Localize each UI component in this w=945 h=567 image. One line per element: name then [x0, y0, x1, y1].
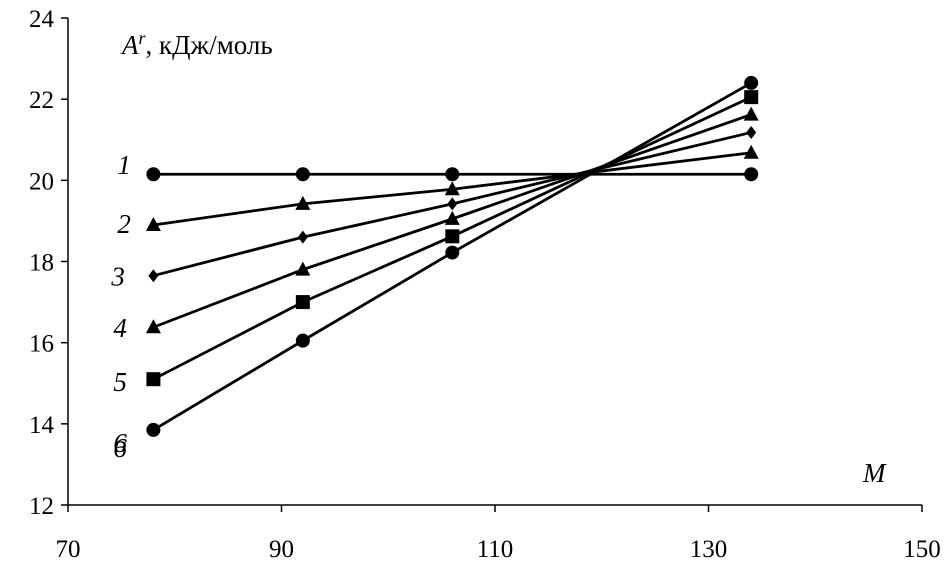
series-6-circle-marker: [445, 245, 460, 260]
series-6-line: [152, 81, 752, 432]
series-1-circle-marker: [744, 167, 759, 182]
series-6-circle-marker: [146, 422, 161, 437]
series-label-5: 5: [113, 367, 127, 397]
series-markers: [145, 75, 759, 437]
series-6-circle-marker: [295, 333, 310, 348]
series-3-diamond-marker: [297, 230, 308, 244]
y-tick-label: 20: [29, 168, 54, 195]
series-5-square-marker: [146, 372, 161, 387]
y-tick-label: 16: [29, 331, 54, 358]
y-axis-superscript: r: [139, 28, 147, 48]
series-5-square-marker: [295, 295, 310, 310]
x-axis-title: M: [862, 458, 887, 488]
y-axis-units: , кДж/моль: [146, 30, 273, 60]
y-tick-label: 12: [29, 493, 54, 520]
series-4-triangle-marker: [145, 319, 161, 334]
series-5-square-marker: [445, 229, 460, 244]
series-label-3: 3: [110, 262, 125, 292]
y-tick-label: 22: [29, 87, 54, 114]
series-label-6-overlap: 6: [113, 433, 127, 463]
y-axis-title: Ar, кДж/моль: [120, 28, 273, 60]
series-6-circle-marker: [744, 75, 759, 90]
x-tick-label: 110: [477, 536, 514, 563]
axes: [67, 18, 922, 506]
x-tick-label: 90: [269, 536, 294, 563]
y-tick-label: 14: [29, 412, 55, 439]
series-2-triangle-marker: [743, 144, 759, 159]
series-label-2: 2: [117, 209, 130, 239]
x-tick-label: 130: [690, 536, 728, 563]
series-4-triangle-marker: [295, 261, 311, 276]
series-label-4: 4: [113, 313, 127, 343]
series-lines: [152, 81, 752, 432]
series-1-circle-marker: [295, 167, 310, 182]
y-tick-label: 18: [29, 250, 54, 277]
series-2-triangle-marker: [145, 216, 161, 231]
x-tick-label: 150: [903, 536, 941, 563]
series-2-triangle-marker: [444, 181, 460, 196]
series-label-6: 6: [113, 428, 127, 458]
series-4-triangle-marker: [743, 106, 759, 121]
series-1-circle-marker: [445, 167, 460, 182]
series-2-line: [153, 151, 752, 227]
series-label-1: 1: [117, 150, 130, 180]
series-2-triangle-marker: [295, 195, 311, 210]
series-5-square-marker: [744, 90, 759, 105]
x-tick-label: 70: [56, 536, 81, 563]
series-labels: 1 2 3 4 5 66: [110, 150, 130, 463]
series-4-triangle-marker: [444, 210, 460, 225]
tick-marks: [61, 17, 923, 512]
y-tick-label: 24: [29, 6, 55, 33]
series-3-diamond-marker: [447, 197, 458, 211]
series-1-circle-marker: [146, 167, 161, 182]
series-3-diamond-marker: [148, 269, 159, 283]
series-3-diamond-marker: [746, 125, 757, 139]
y-axis-symbol: A: [120, 30, 139, 60]
